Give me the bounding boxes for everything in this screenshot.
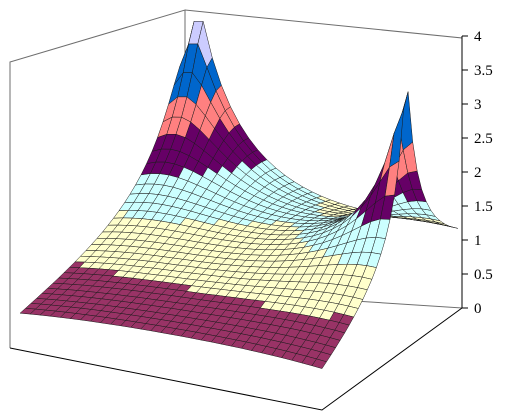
surface-mesh xyxy=(19,21,459,369)
z-tick-label: 3.5 xyxy=(474,63,493,79)
surface-cell xyxy=(311,358,327,369)
z-tick-label: 2 xyxy=(474,165,482,181)
z-tick-label: 0 xyxy=(474,301,482,317)
z-tick-label: 2.5 xyxy=(474,131,493,147)
z-tick-label: 3 xyxy=(474,97,482,113)
z-tick-label: 1.5 xyxy=(474,199,493,215)
floor-outline xyxy=(9,307,463,411)
z-tick-label: 0.5 xyxy=(474,267,493,283)
z-tick-label: 1 xyxy=(474,233,482,249)
z-tick-label: 4 xyxy=(474,29,482,45)
z-axis: 0 0.5 1 1.5 2 2.5 3 3.5 4 xyxy=(461,29,493,317)
